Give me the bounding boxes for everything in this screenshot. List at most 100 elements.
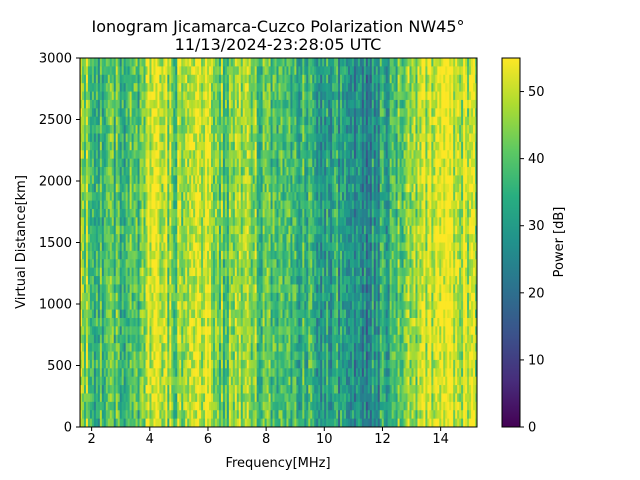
heatmap-cell — [169, 418, 172, 427]
heatmap-cell — [302, 74, 305, 84]
heatmap-cell — [268, 292, 271, 302]
heatmap-cell — [149, 276, 152, 285]
heatmap-cell — [171, 401, 174, 411]
heatmap-cell — [109, 267, 113, 277]
heatmap-cell — [107, 58, 111, 67]
heatmap-cell — [262, 368, 266, 378]
heatmap-cell — [129, 276, 133, 285]
heatmap-cell — [302, 317, 305, 327]
heatmap-cell — [197, 242, 200, 252]
heatmap-cell — [165, 125, 168, 134]
heatmap-cell — [256, 74, 260, 84]
heatmap-cell — [244, 351, 248, 361]
heatmap-cell — [290, 401, 293, 411]
heatmap-cell — [89, 317, 93, 327]
heatmap-cell — [175, 99, 178, 109]
heatmap-cell — [260, 259, 264, 269]
heatmap-cell — [211, 401, 214, 411]
heatmap-cell — [205, 66, 208, 76]
heatmap-cell — [95, 217, 99, 227]
heatmap-cell — [99, 234, 103, 243]
heatmap-cell — [288, 284, 291, 294]
heatmap-cell — [143, 183, 146, 193]
heatmap-cell — [163, 393, 166, 403]
heatmap-cell — [125, 74, 129, 84]
heatmap-cell — [159, 192, 162, 201]
heatmap-cell — [207, 200, 210, 210]
heatmap-cell — [105, 334, 109, 344]
heatmap-cell — [222, 192, 226, 201]
heatmap-cell — [137, 284, 140, 294]
heatmap-cell — [195, 385, 198, 394]
heatmap-cell — [80, 250, 83, 260]
heatmap-cell — [173, 418, 176, 427]
heatmap-cell — [284, 385, 287, 394]
heatmap-cell — [248, 301, 252, 310]
heatmap-cell — [121, 351, 125, 361]
heatmap-cell — [177, 225, 180, 235]
heatmap-cell — [228, 410, 232, 420]
heatmap-cell — [131, 208, 134, 218]
heatmap-cell — [209, 225, 212, 235]
heatmap-cell — [292, 250, 295, 260]
heatmap-cell — [300, 133, 303, 143]
heatmap-cell — [234, 334, 238, 344]
heatmap-cell — [123, 368, 127, 378]
heatmap-cell — [139, 167, 142, 176]
heatmap-cell — [284, 259, 287, 269]
heatmap-cell — [234, 368, 238, 378]
heatmap-cell — [254, 385, 258, 394]
heatmap-cell — [105, 217, 109, 227]
heatmap-cell — [185, 410, 188, 420]
heatmap-cell — [298, 317, 301, 327]
heatmap-cell — [280, 418, 283, 427]
heatmap-cell — [151, 91, 154, 101]
heatmap-cell — [246, 99, 250, 109]
heatmap-cell — [294, 317, 297, 327]
heatmap-cell — [141, 217, 144, 227]
heatmap-cell — [111, 292, 115, 302]
heatmap-cell — [214, 158, 218, 168]
heatmap-cell — [236, 368, 240, 378]
heatmap-cell — [213, 183, 216, 193]
heatmap-cell — [232, 141, 236, 151]
heatmap-cell — [143, 309, 146, 319]
heatmap-cell — [165, 284, 168, 294]
heatmap-cell — [181, 317, 184, 327]
heatmap-cell — [133, 351, 136, 361]
heatmap-cell — [230, 167, 234, 176]
heatmap-cell — [81, 108, 85, 118]
heatmap-cell — [179, 225, 182, 235]
heatmap-cell — [123, 200, 127, 210]
heatmap-cell — [123, 276, 127, 285]
heatmap-cell — [236, 334, 240, 344]
heatmap-cell — [304, 133, 307, 143]
heatmap-cell — [236, 192, 240, 201]
heatmap-cell — [101, 183, 105, 193]
heatmap-cell — [155, 418, 158, 427]
heatmap-cell — [161, 108, 164, 118]
heatmap-cell — [258, 183, 262, 193]
heatmap-cell — [145, 74, 148, 84]
heatmap-cell — [262, 351, 266, 361]
heatmap-cell — [105, 368, 109, 378]
heatmap-cell — [143, 418, 146, 427]
heatmap-cell — [234, 108, 238, 118]
heatmap-cell — [191, 393, 194, 403]
heatmap-cell — [81, 334, 85, 344]
heatmap-cell — [165, 376, 168, 386]
heatmap-cell — [113, 150, 117, 160]
heatmap-cell — [216, 116, 220, 126]
heatmap-cell — [183, 284, 186, 294]
heatmap-cell — [288, 175, 291, 185]
heatmap-cell — [276, 116, 279, 126]
heatmap-cell — [121, 183, 125, 193]
heatmap-cell — [183, 99, 186, 109]
heatmap-cell — [177, 217, 180, 227]
heatmap-cell — [272, 317, 275, 327]
heatmap-cell — [103, 242, 107, 252]
heatmap-cell — [133, 150, 136, 160]
heatmap-cell — [189, 200, 192, 210]
heatmap-cell — [262, 242, 266, 252]
heatmap-cell — [242, 217, 246, 227]
